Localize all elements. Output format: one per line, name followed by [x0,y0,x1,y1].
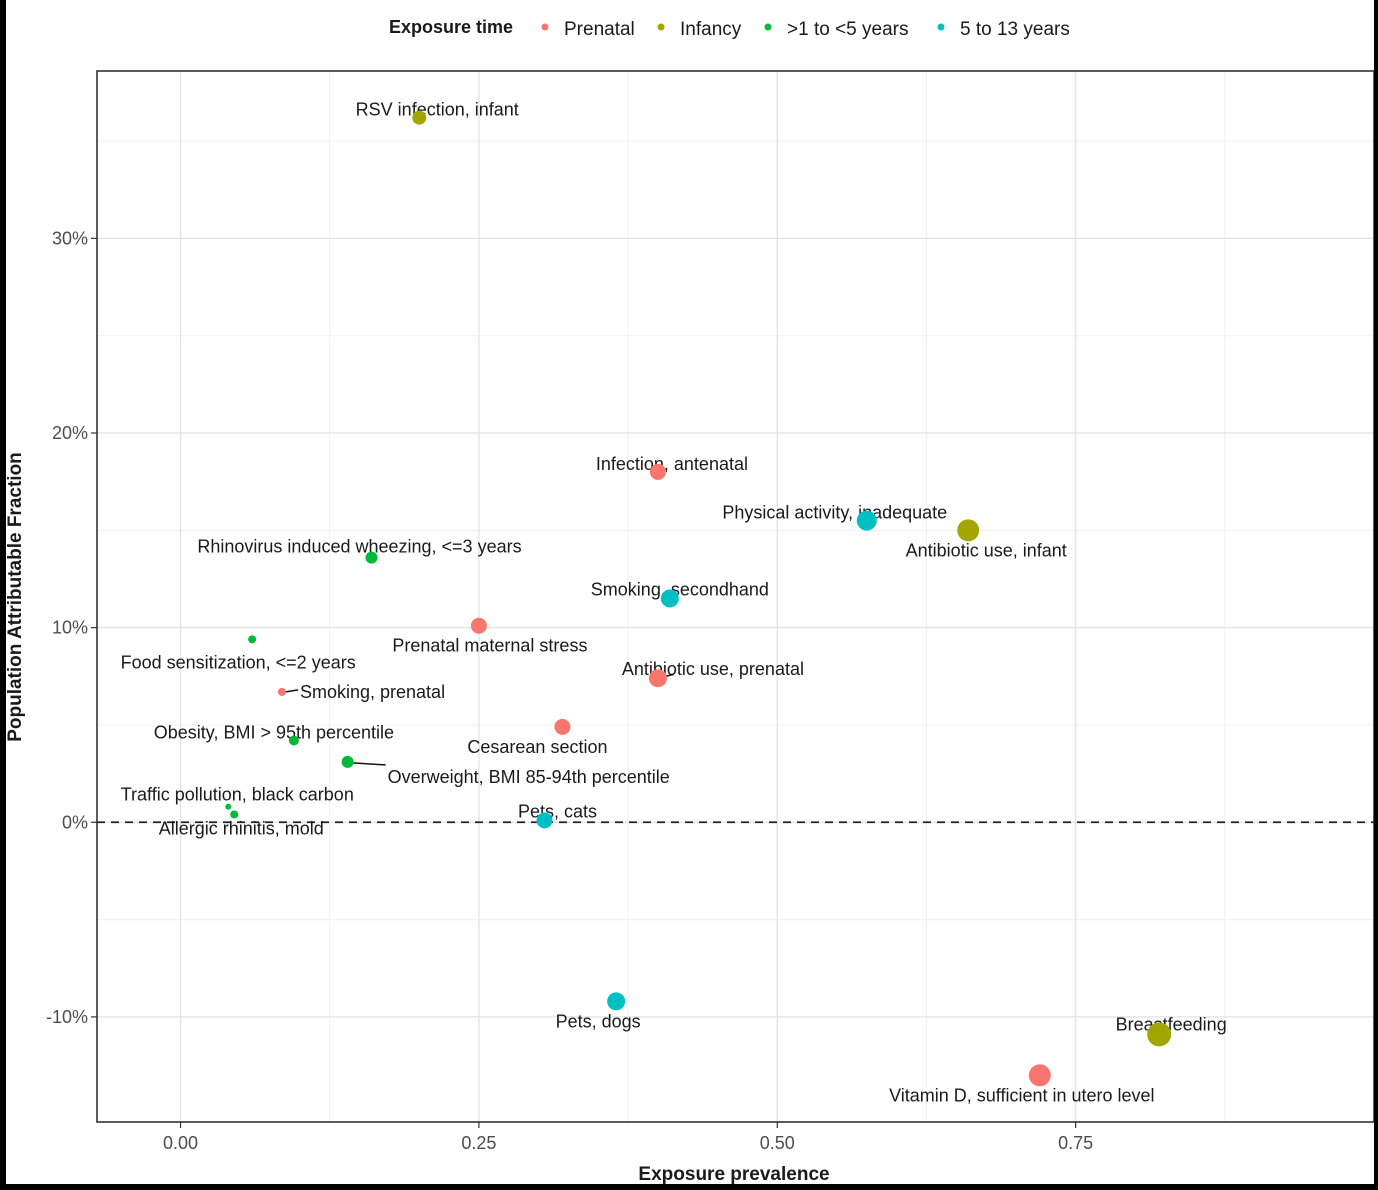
point-label: Vitamin D, sufficient in utero level [889,1085,1154,1105]
x-axis-ticks: 0.00 0.25 0.50 0.75 [163,1122,1093,1153]
legend-swatch [541,23,549,31]
data-point [230,810,239,819]
y-axis-ticks: -10% 0% 10% 20% 30% [46,228,97,1027]
legend-swatch [937,23,945,31]
chart-canvas: Exposure time Prenatal Infancy >1 to <5 yea… [6,0,1374,1184]
point-label: Pets, cats [518,801,597,821]
data-point [660,589,679,608]
data-point [648,669,667,688]
data-point [536,812,553,829]
data-point [277,687,286,696]
legend-swatch [764,23,772,31]
x-tick-label: 0.25 [461,1133,496,1153]
point-label: Antibiotic use, prenatal [622,659,804,679]
data-point [607,992,626,1011]
data-points [225,110,1172,1087]
label-leader-line [285,689,299,693]
y-axis-title: Population Attributable Fraction [6,452,26,742]
gridlines [97,71,1374,1122]
point-label: Breastfeeding [1116,1014,1227,1034]
data-point [1028,1064,1051,1087]
data-point [412,110,427,125]
y-tick-label: 10% [52,618,88,638]
scatter-chart: Exposure time Prenatal Infancy >1 to <5 yea… [6,17,1374,1184]
point-label: Overweight, BMI 85-94th percentile [388,767,670,787]
data-point [649,463,666,480]
data-point [1147,1022,1172,1047]
point-label: Infection, antenatal [596,454,748,474]
legend-swatch [657,23,665,31]
x-tick-label: 0.75 [1058,1133,1093,1153]
y-tick-label: 20% [52,423,88,443]
data-point [856,510,877,531]
point-label: Prenatal maternal stress [392,636,587,656]
point-label: Antibiotic use, infant [906,540,1067,560]
legend-entry: 5 to 13 years [960,19,1070,40]
point-label: Pets, dogs [556,1011,641,1031]
data-point [341,755,354,768]
y-tick-label: 0% [62,812,88,832]
legend-entry: Prenatal [564,19,635,40]
point-labels: RSV infection, infant Infection, antenata… [121,100,1227,1106]
point-label: RSV infection, infant [356,100,519,120]
data-point [248,635,257,644]
point-label: Obesity, BMI > 95th percentile [154,723,394,743]
data-point [365,551,378,564]
y-tick-label: -10% [46,1007,88,1027]
point-label: Cesarean section [467,737,607,757]
point-label: Traffic pollution, black carbon [121,785,354,805]
point-label: Physical activity, inadequate [722,503,947,523]
data-point [288,735,299,746]
panel-border [96,70,1374,1123]
point-label: Smoking, prenatal [300,682,445,702]
legend-entry: >1 to <5 years [787,19,908,40]
data-point [554,718,571,735]
legend-title: Exposure time [389,17,513,37]
point-label: Smoking, secondhand [591,579,769,599]
point-label: Food sensitization, <=2 years [121,652,356,672]
x-tick-label: 0.00 [163,1133,198,1153]
point-label: Allergic rhinitis, mold [159,818,324,838]
legend: Exposure time Prenatal Infancy >1 to <5 yea… [389,17,1070,40]
legend-entry: Infancy [680,19,742,40]
point-label: Rhinovirus induced wheezing, <=3 years [197,537,521,557]
x-axis-title: Exposure prevalence [638,1164,829,1184]
data-point [470,617,487,634]
y-tick-label: 30% [52,228,88,248]
data-point [957,519,980,542]
x-tick-label: 0.50 [760,1133,795,1153]
label-leader-line [352,762,386,766]
data-point [225,803,232,810]
